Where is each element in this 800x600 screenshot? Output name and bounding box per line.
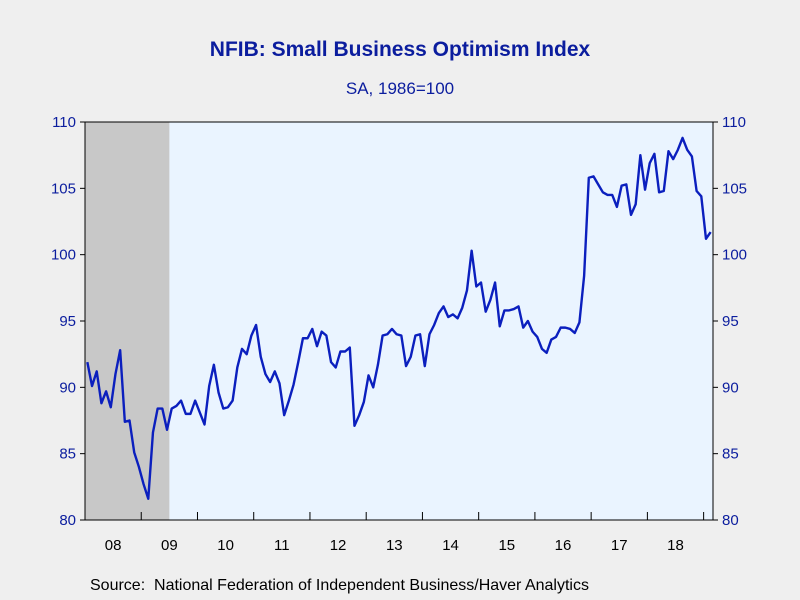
x-axis: 08 09 10 11 12 13 14 15 16 17 18	[105, 512, 705, 554]
y-tick-label-left: 105	[51, 180, 76, 197]
x-tick-label: 16	[555, 537, 572, 554]
y-tick-label-right: 85	[722, 446, 739, 463]
y-tick-label-right: 95	[722, 313, 739, 330]
y-tick-label-right: 90	[722, 379, 739, 396]
y-tick-label-right: 80	[722, 512, 739, 529]
x-tick-label: 09	[161, 537, 178, 554]
x-tick-label: 14	[442, 537, 459, 554]
y-tick-label-left: 85	[59, 446, 76, 463]
chart-subtitle: SA, 1986=100	[345, 79, 455, 98]
x-tick-label: 08	[105, 537, 122, 554]
y-tick-label-left: 95	[59, 313, 76, 330]
y-tick-label-left: 110	[52, 114, 76, 131]
x-tick-label: 10	[217, 537, 234, 554]
plot-frame	[84, 121, 714, 521]
y-tick-label-right: 105	[722, 180, 747, 197]
x-tick-label: 18	[667, 537, 684, 554]
recession-shading	[85, 122, 170, 520]
x-tick-label: 17	[611, 537, 628, 554]
x-tick-label: 11	[274, 537, 290, 554]
y-tick-label-right: 110	[722, 114, 746, 131]
x-tick-label: 12	[330, 537, 347, 554]
x-tick-label: 13	[386, 537, 403, 554]
y-axis-right: 80 85 90 95 100 105 110	[713, 114, 747, 529]
plot-area	[85, 122, 713, 520]
y-axis-left: 80 85 90 95 100 105 110	[51, 114, 85, 529]
y-tick-label-left: 100	[51, 247, 76, 264]
y-tick-label-left: 90	[59, 379, 76, 396]
source-note: Source: National Federation of Independe…	[90, 577, 589, 594]
y-tick-label-left: 80	[59, 512, 76, 529]
y-tick-label-right: 100	[722, 247, 747, 264]
series-line	[86, 136, 712, 500]
x-tick-label: 15	[498, 537, 515, 554]
chart-title: NFIB: Small Business Optimism Index	[209, 38, 591, 61]
